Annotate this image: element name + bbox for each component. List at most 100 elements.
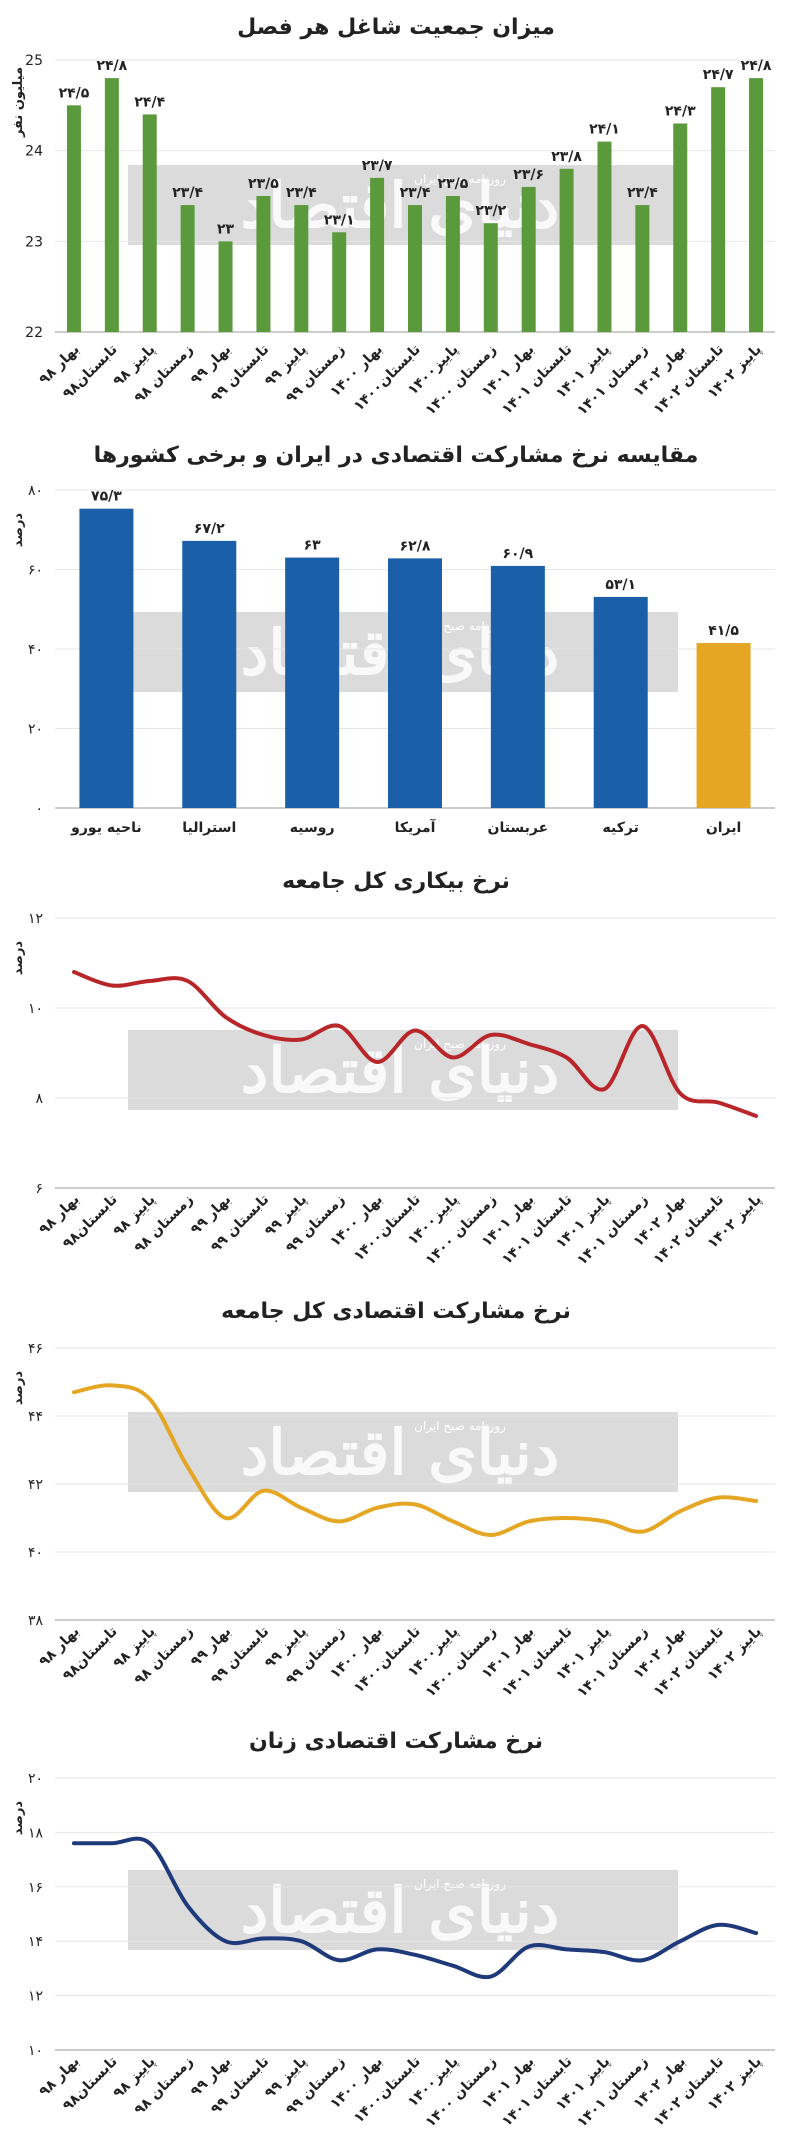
bar [370, 177, 385, 332]
y-tick-label: ۲۰ [28, 722, 43, 738]
bar-value-label: ۲۴/۸ [741, 58, 772, 74]
y-tick-label: 22 [25, 325, 43, 341]
bar-value-label: ۵۳/۱ [605, 577, 636, 593]
bar [559, 168, 574, 332]
watermark-subtitle: روزنامه صبح ایران [414, 172, 506, 187]
chart-1-x-labels: ناحیه یورو استرالیا روسیه آمریکا عربستان ترکی… [70, 818, 741, 836]
bar [180, 205, 195, 332]
bar-value-label: ۲۳/۷ [362, 158, 393, 174]
bar [483, 223, 498, 332]
watermark-logo: دنیای اقتصاد [241, 1416, 559, 1489]
y-tick-label: ۸۰ [28, 483, 43, 499]
y-tick-label: ۱۶ [28, 1880, 43, 1896]
y-tick-label: ۱۴ [28, 1934, 43, 1950]
y-tick-label: 23 [25, 234, 43, 250]
y-tick-label: ۱۰ [28, 1001, 43, 1017]
x-tick-label: ترکیه [603, 820, 639, 836]
y-tick-label: ۴۴ [28, 1409, 43, 1425]
watermark-band [128, 165, 678, 245]
chart-3-ylabel: درصد [11, 1371, 26, 1406]
bar-value-label: ۲۳/۴ [627, 185, 658, 201]
bar [104, 78, 119, 332]
bar [256, 196, 271, 332]
bar [408, 205, 422, 332]
y-tick-label: ۱۸ [28, 1825, 44, 1841]
bar [79, 508, 134, 808]
y-tick-label: ۱۲ [28, 911, 43, 927]
chart-2-ylabel: درصد [11, 941, 26, 976]
bar [673, 123, 688, 332]
chart-1-ylabel: درصد [11, 513, 26, 548]
bar-value-label: ۲۳/۲ [475, 203, 506, 219]
bar-value-label: ۲۳/۴ [400, 185, 431, 201]
bar-value-label: ۶۲/۸ [400, 538, 431, 554]
y-tick-label: 24 [25, 144, 43, 160]
bar-value-label: ۲۴/۷ [703, 67, 734, 83]
y-tick-label: ۱۰ [28, 2043, 43, 2059]
chart-3-axes: نرخ مشارکت اقتصادی کل جامعه ۳۸ ۴۰ ۴۲ ۴۴ ۴۶درص… [11, 1299, 775, 1629]
bar-value-label: ۲۴/۳ [665, 103, 696, 119]
watermark-logo: دنیای اقتصاد [241, 169, 559, 242]
chart-4-ylabel: درصد [11, 1801, 26, 1836]
bar [294, 205, 309, 332]
y-tick-label: ۶ [35, 1181, 43, 1197]
watermark-band [128, 1030, 678, 1110]
bar [521, 186, 536, 332]
bar-value-label: ۷۵/۳ [91, 489, 122, 505]
chart-4-line [71, 1836, 759, 1980]
y-tick-label: ۴۲ [28, 1477, 43, 1493]
chart-0-ylabel: میلیون نفر [11, 67, 26, 138]
chart-0-bars: ۲۴/۵ ۲۴/۸ ۲۴/۴ ۲۳/۴ ۲۳ ۲۳/۵ ۲۳/۴ ۲۳/۱ ۲۳/۷ ۲۳/۴ ۲۳… [59, 58, 772, 333]
bar [445, 196, 460, 332]
y-tick-label: ۲۰ [28, 1771, 43, 1787]
chart-3-line [71, 1383, 759, 1538]
x-tick-label: آمریکا [395, 818, 437, 836]
bar [597, 141, 612, 332]
watermark-logo: دنیای اقتصاد [241, 1874, 559, 1947]
y-tick-label: ۰ [35, 801, 43, 817]
watermark-subtitle: روزنامه صبح ایران [414, 1419, 506, 1434]
bar [593, 596, 648, 808]
bar-value-label: ۲۳/۵ [248, 176, 279, 192]
bar [490, 565, 545, 808]
bar-value-label: ۲۳/۴ [172, 185, 203, 201]
chart-2-line [71, 970, 759, 1118]
bar-value-label: ۲۴/۱ [589, 122, 620, 138]
bar-value-label: ۲۴/۴ [134, 94, 165, 110]
bar [711, 87, 726, 332]
watermark-logo: دنیای اقتصاد [241, 1034, 559, 1107]
y-tick-label: ۳۸ [28, 1613, 44, 1629]
bar-value-label: ۲۳/۱ [324, 212, 355, 228]
bar [749, 78, 764, 332]
y-tick-label: ۸ [35, 1091, 43, 1107]
y-tick-label: ۴۰ [28, 1545, 43, 1561]
bar [218, 241, 233, 332]
bar-value-label: ۲۳/۸ [551, 149, 582, 165]
bar-value-label: ۲۳/۶ [513, 167, 544, 183]
bar [142, 114, 157, 333]
bar [66, 105, 81, 332]
watermark-band [128, 1412, 678, 1492]
bar [332, 232, 347, 332]
chart-4-title: نرخ مشارکت اقتصادی زنان [249, 1729, 543, 1754]
bar [635, 205, 650, 332]
x-tick-label: ایران [706, 820, 742, 836]
x-tick-label: ناحیه یورو [70, 820, 141, 836]
x-tick-label: استرالیا [182, 820, 236, 836]
y-tick-label: 25 [25, 53, 43, 69]
y-tick-label: ۴۶ [28, 1341, 43, 1357]
bar-value-label: ۲۴/۸ [96, 58, 127, 74]
bar-value-label: ۶۷/۲ [194, 521, 225, 537]
bar [285, 557, 340, 808]
bar-value-label: ۲۳/۵ [438, 176, 469, 192]
